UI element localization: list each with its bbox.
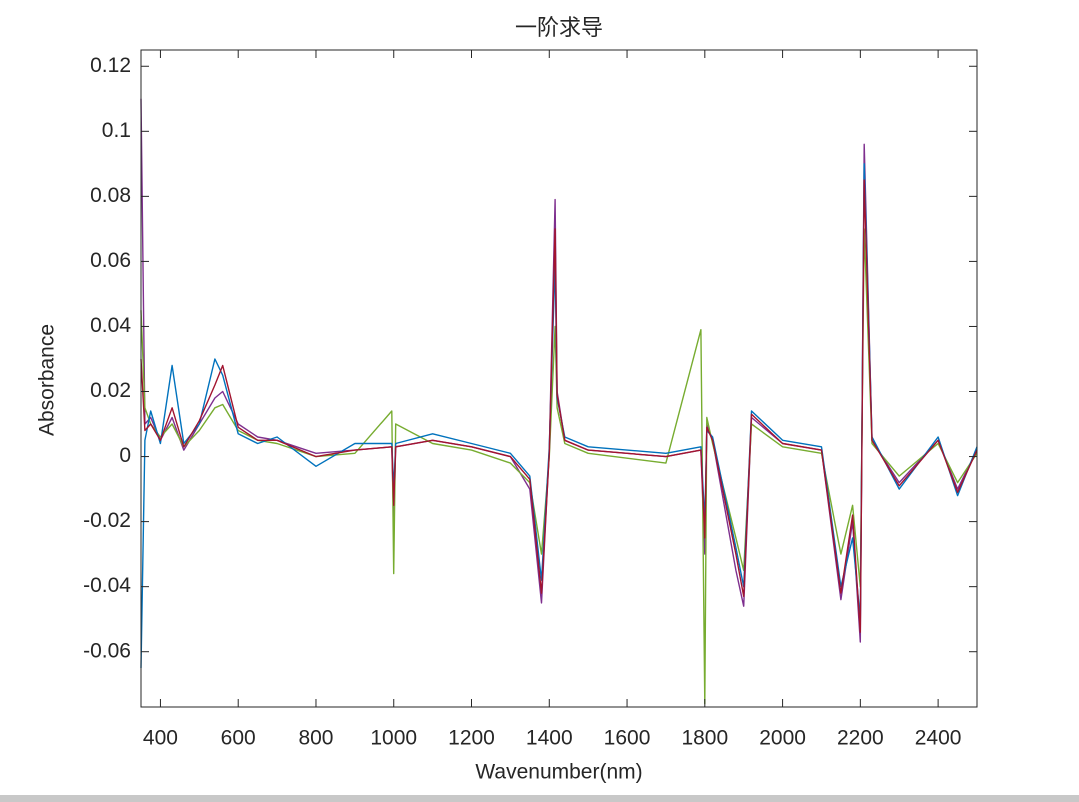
y-tick-label: 0.08 [90,184,131,207]
chart-title: 一阶求导 [515,15,603,40]
x-tick-label: 2200 [837,727,884,750]
y-axis-label: Absorbance [36,324,59,436]
y-tick-label: 0.06 [90,249,131,272]
x-tick-label: 400 [143,727,178,750]
x-tick-label: 1200 [448,727,495,750]
y-tick-label: 0.02 [90,379,131,402]
y-tick-label: -0.04 [83,574,131,597]
x-tick-label: 600 [221,727,256,750]
x-tick-label: 800 [298,727,333,750]
x-tick-label: 2400 [915,727,962,750]
y-tick-label: 0 [119,444,131,467]
y-tick-label: 0.1 [102,119,131,142]
x-tick-label: 2000 [759,727,806,750]
y-tick-label: 0.04 [90,314,131,337]
y-tick-label: -0.02 [83,509,131,532]
y-tick-label: -0.06 [83,639,131,662]
x-tick-label: 1800 [681,727,728,750]
window-edge [0,795,1079,802]
series-line [140,179,978,633]
x-tick-label: 1000 [370,727,417,750]
series-line [140,228,978,705]
axes-box [140,49,978,708]
x-axis-label: Wavenumber(nm) [475,761,642,784]
x-tick-label: 1600 [604,727,651,750]
x-tick-label: 1400 [526,727,573,750]
plot-area [140,98,978,705]
y-tick-label: 0.12 [90,54,131,77]
